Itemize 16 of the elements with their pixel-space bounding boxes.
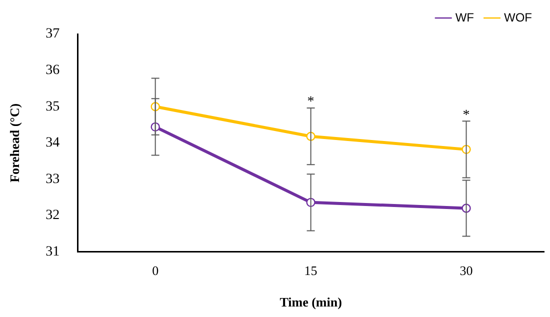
y-axis-title: Forehead (°C) — [7, 103, 22, 182]
y-tick-label: 36 — [46, 62, 60, 78]
y-tick-label: 32 — [46, 208, 60, 224]
legend-label: WOF — [504, 10, 532, 24]
x-tick-label: 15 — [304, 263, 318, 278]
y-tick-label: 35 — [46, 99, 60, 114]
x-axis-title: Time (min) — [280, 294, 342, 310]
y-tick-label: 31 — [46, 244, 60, 260]
legend-label: WF — [455, 10, 474, 24]
y-tick-label: 37 — [46, 26, 60, 42]
x-tick-label: 0 — [152, 263, 159, 278]
annotation: * — [307, 94, 314, 110]
y-tick-label: 33 — [46, 172, 60, 187]
annotation: * — [462, 108, 470, 123]
y-tick-label: 34 — [46, 136, 60, 151]
x-tick-label: 30 — [460, 263, 473, 278]
